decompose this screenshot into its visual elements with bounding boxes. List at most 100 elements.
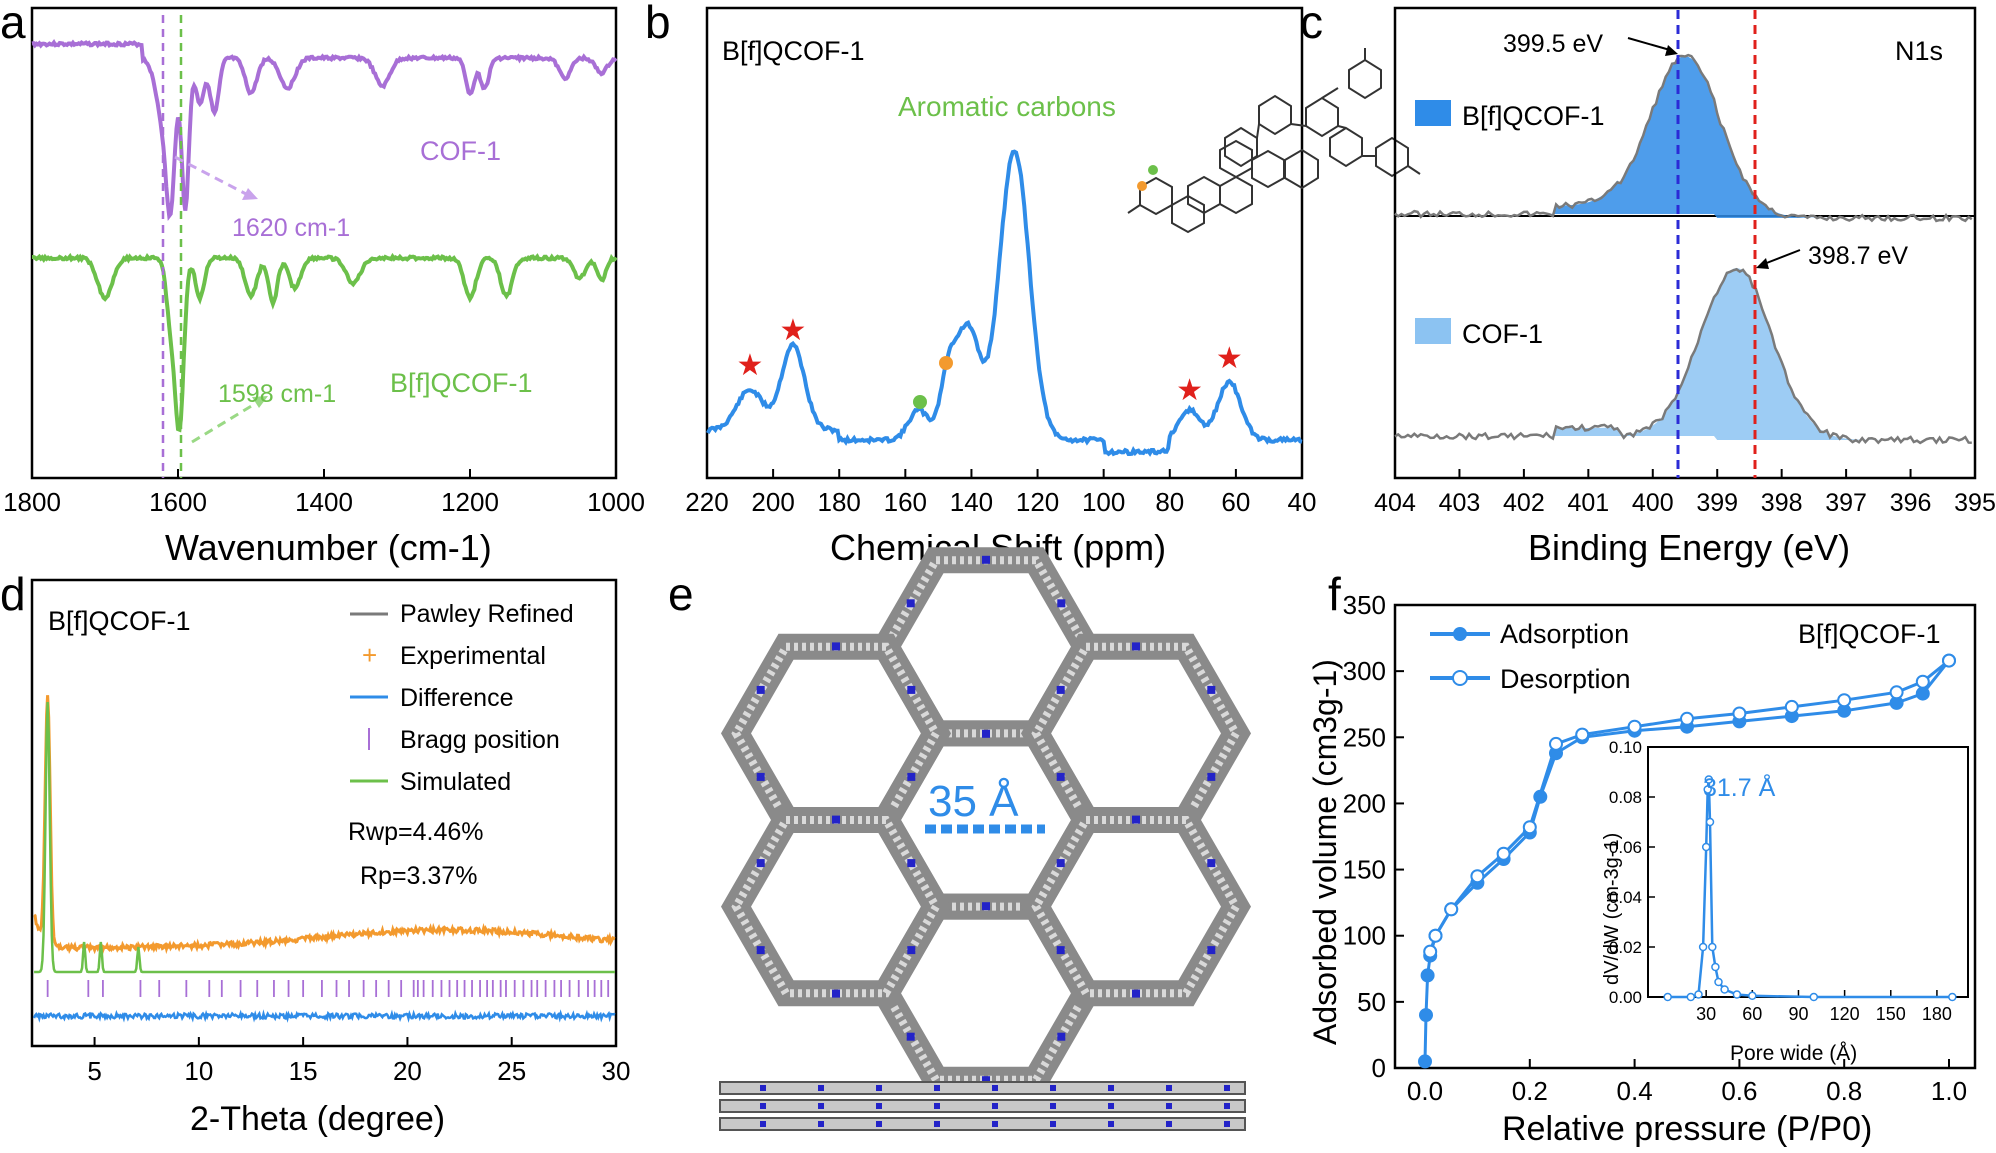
x-tick-label: 200 bbox=[751, 487, 794, 517]
x-tick-label: 100 bbox=[1082, 487, 1125, 517]
desorption-point bbox=[1470, 869, 1485, 884]
legend-plus-icon: + bbox=[362, 640, 377, 670]
y-tick-label: 300 bbox=[1343, 656, 1386, 686]
x-tick-label: 25 bbox=[497, 1056, 526, 1086]
inset-frame bbox=[1647, 746, 1969, 998]
nitrogen-atom bbox=[1207, 859, 1216, 868]
inset-y-tick-label: 0.04 bbox=[1609, 888, 1642, 907]
inset-x-tick-label: 120 bbox=[1830, 1004, 1860, 1024]
x-tick-label: 397 bbox=[1825, 489, 1867, 517]
nitrogen-atom bbox=[906, 1032, 915, 1041]
nitrogen-atom bbox=[1056, 685, 1065, 694]
inset-x-tick-label: 60 bbox=[1742, 1004, 1762, 1024]
title-c: N1s bbox=[1895, 36, 1943, 66]
xrd-difference bbox=[32, 1009, 616, 1023]
x-tick-label: 10 bbox=[184, 1056, 213, 1086]
inset-psd-point bbox=[1663, 992, 1672, 1002]
desorption-point bbox=[1915, 674, 1930, 689]
label-1598: 1598 cm-1 bbox=[218, 380, 336, 408]
side-nitrogen bbox=[1224, 1103, 1230, 1109]
nitrogen-atom bbox=[906, 599, 915, 608]
panel-c-ticks: 404 403 402 401 400 399 398 397 396 395 bbox=[1374, 469, 1996, 517]
title-b: B[f]QCOF-1 bbox=[722, 36, 865, 66]
desorption-point bbox=[1889, 685, 1904, 700]
pore-wall bbox=[720, 633, 952, 833]
xrd-bragg-positions bbox=[46, 980, 610, 997]
desorption-point bbox=[1627, 719, 1642, 734]
side-nitrogen bbox=[1050, 1103, 1056, 1109]
legend-desorption: Desorption bbox=[1500, 664, 1631, 694]
nitrogen-atom bbox=[907, 772, 916, 781]
side-nitrogen bbox=[992, 1121, 998, 1127]
title-d: B[f]QCOF-1 bbox=[48, 606, 191, 636]
xlabel-a: Wavenumber (cm-1) bbox=[165, 527, 492, 568]
desorption-point bbox=[1837, 693, 1852, 708]
panel-b: b 220 200 180 160 140 120 100 80 60 40 B[f]QCOF-1… bbox=[645, 0, 1421, 568]
nitrogen-atom bbox=[756, 685, 765, 694]
x-tick-label: 15 bbox=[289, 1056, 318, 1086]
panel-f-ticks: 0.0 0.2 0.4 0.6 0.8 1.0 0 50 100 150 200 250 300 350 bbox=[1343, 590, 1967, 1106]
x-tick-label: 401 bbox=[1567, 489, 1609, 517]
inset-psd-point bbox=[1732, 990, 1742, 999]
label-399: 399.5 eV bbox=[1503, 30, 1603, 58]
xrd-experimental bbox=[33, 695, 616, 956]
inset-chart: 30 60 90 120 150 180 0.00 0.02 0.04 0.06 0.08 0.10 bbox=[1609, 738, 1957, 1024]
nitrogen-atom bbox=[982, 555, 990, 564]
pore-wall-detail bbox=[1031, 816, 1241, 998]
desorption-point bbox=[1428, 928, 1443, 943]
nitrogen-atom bbox=[1207, 685, 1216, 694]
nitrogen-atom bbox=[982, 902, 990, 911]
pore-wall bbox=[720, 807, 952, 1007]
nmr-stars: ★ ★ ★ ★ bbox=[737, 314, 1243, 407]
desorption-line bbox=[1428, 659, 1950, 953]
x-tick-label: 1200 bbox=[441, 487, 499, 517]
nitrogen-atom bbox=[832, 642, 840, 651]
x-tick-label: 398 bbox=[1761, 489, 1803, 517]
x-tick-label: 80 bbox=[1155, 487, 1184, 517]
x-tick-label: 0.4 bbox=[1617, 1076, 1653, 1106]
nitrogen-atom bbox=[1207, 946, 1216, 955]
side-nitrogen bbox=[992, 1103, 998, 1109]
inset-psd-point bbox=[1809, 992, 1819, 1002]
desorption-point bbox=[1496, 846, 1511, 861]
inset-psd-line bbox=[1667, 779, 1953, 999]
nitrogen-atom bbox=[756, 772, 765, 781]
xlabel-f: Relative pressure (P/P0) bbox=[1502, 1110, 1872, 1148]
nitrogen-atom bbox=[982, 729, 990, 738]
side-nitrogen bbox=[934, 1103, 940, 1109]
side-nitrogen bbox=[1108, 1085, 1114, 1091]
side-nitrogen bbox=[876, 1103, 882, 1109]
side-nitrogen bbox=[876, 1085, 882, 1091]
x-tick-label: 402 bbox=[1503, 489, 1545, 517]
marker-green-dot bbox=[913, 395, 927, 409]
side-nitrogen bbox=[760, 1121, 766, 1127]
inset-psd-point bbox=[1704, 775, 1714, 784]
nitrogen-atom bbox=[1056, 946, 1065, 955]
side-nitrogen bbox=[1050, 1121, 1056, 1127]
panel-d-ticks: 5 10 15 20 25 30 bbox=[87, 1037, 630, 1086]
inset-x-tick-label: 150 bbox=[1876, 1004, 1906, 1024]
nitrogen-atom bbox=[1207, 772, 1216, 781]
panel-e: e 35 Å bbox=[668, 547, 1252, 1131]
panel-f: f 0.0 0.2 0.4 0.6 0.8 1.0 0 50 100 150 200 250 300 35… bbox=[1307, 568, 1977, 1148]
adsorption-point bbox=[1915, 686, 1930, 701]
nitrogen-atom bbox=[982, 1076, 990, 1085]
x-tick-label: 396 bbox=[1890, 489, 1932, 517]
adsorption-point bbox=[1418, 1054, 1432, 1069]
desorption-point bbox=[1732, 706, 1747, 721]
desorption-point bbox=[1942, 653, 1956, 668]
legend-swatch-cof1 bbox=[1415, 318, 1451, 344]
x-tick-label: 1800 bbox=[3, 487, 61, 517]
x-tick-label: 0.2 bbox=[1512, 1076, 1548, 1106]
inset-psd-point bbox=[1694, 990, 1703, 999]
desorption-point bbox=[1444, 902, 1459, 917]
panel-label-f: f bbox=[1328, 568, 1341, 620]
inset-psd-point bbox=[1698, 942, 1708, 952]
side-nitrogen bbox=[1224, 1121, 1230, 1127]
inset-psd-point bbox=[1708, 942, 1717, 952]
stat-rp: Rp=3.37% bbox=[360, 862, 477, 890]
arrow-398 bbox=[1763, 249, 1801, 265]
x-tick-label: 0.8 bbox=[1826, 1076, 1862, 1106]
side-nitrogen bbox=[760, 1103, 766, 1109]
